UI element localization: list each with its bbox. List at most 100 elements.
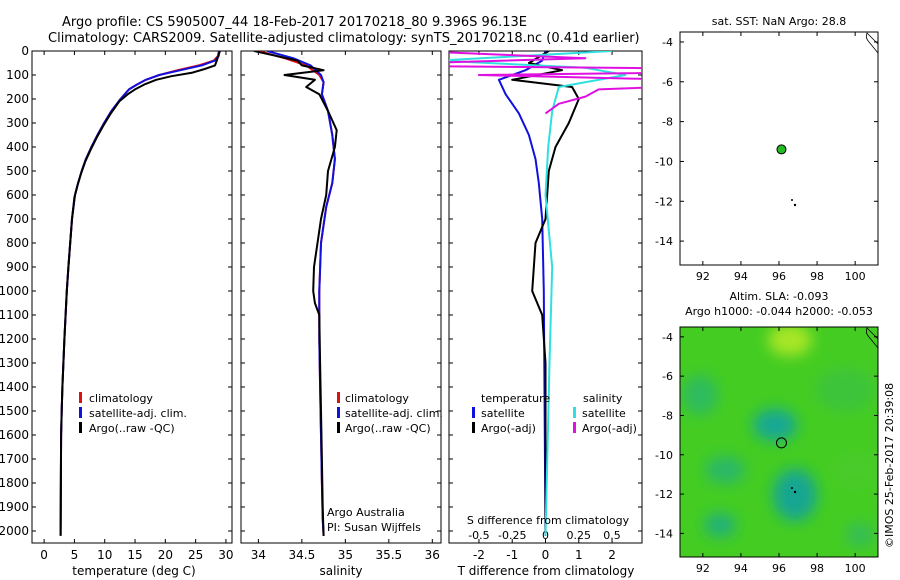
series-satellite-adj-clim- [59,51,221,536]
map-x-tick-label: 92 [696,270,710,283]
series-climatology [59,51,220,536]
legend-swatch-t-satellite [472,407,475,418]
salinity-lines [253,51,338,536]
legend-label-climatology: climatology [345,392,409,405]
legend-swatch-climatology [337,392,340,403]
sla-blob [833,454,877,486]
x-tick-label: 34 [251,548,266,562]
sla-map-island [793,490,797,494]
sst-map-title: sat. SST: NaN Argo: 28.8 [712,15,846,28]
sla-map-axes: 92 94 96 98 100 -4 -6 -8 -10 -12 -14 [655,327,878,575]
x-tick-label: 1 [575,548,583,562]
s-difference-xlabel: S difference from climatology [467,514,630,527]
depth-tick-label: 300 [6,116,29,130]
legend-swatch-argo [79,422,82,433]
map-y-tick-label: -12 [655,195,673,208]
sla-blob-high [768,327,812,356]
x-tick-label: 5 [71,548,79,562]
legend-label-climatology: climatology [89,392,153,405]
salinity-legend: climatology satellite-adj. clim. Argo(..… [337,392,443,435]
temperature-xlabel: temperature (deg C) [72,564,195,578]
x-tick-label: 0 [40,548,48,562]
x-tick-label: 30 [218,548,233,562]
depth-tick-label: 1500 [0,404,29,418]
depth-tick-label: 1800 [0,476,29,490]
t-difference-xlabel: T difference from climatology [457,564,635,578]
map-x-tick-label: 96 [772,270,786,283]
s-diff-tick-label: 0.5 [603,529,621,542]
difference-panel: -2 -1 0 1 2 -0.5 -0.25 0 0.25 0.5 T difference f… [448,50,643,578]
depth-tick-label: 1600 [0,428,29,442]
difference-depth-ticks [449,50,642,532]
legend-label-t-satellite: satellite [481,407,525,420]
map-y-tick-label: -4 [662,36,673,49]
sla-blob [682,375,718,415]
sla-blob [815,368,875,412]
legend-header-salinity: salinity [583,392,623,405]
depth-tick-label: 900 [6,260,29,274]
map-y-tick-label: -10 [655,449,673,462]
sla-blob-low [773,469,817,521]
map-x-tick-label: 94 [734,270,748,283]
x-tick-label: 34.5 [289,548,316,562]
depth-tick-label: 1400 [0,380,29,394]
series-s-argo-adj- [449,51,642,115]
map-x-tick-label: 92 [696,562,710,575]
depth-tick-label: 100 [6,68,29,82]
map-x-tick-label: 100 [845,270,866,283]
series-satellite-adj-clim- [266,51,336,536]
depth-tick-label: 1000 [0,284,29,298]
temperature-lines [59,51,221,536]
legend-swatch-t-argo [472,422,475,433]
map-y-tick-label: -6 [662,76,673,89]
sst-map-axes: 92 94 96 98 100 -4 -6 -8 -10 -12 -14 [655,32,878,283]
series-t-satellite [497,51,547,536]
depth-tick-label: 1100 [0,308,29,322]
legend-label-s-satellite: satellite [582,407,626,420]
x-tick-label: 15 [127,548,142,562]
sla-map-coastline [865,327,879,350]
depth-tick-label: 1900 [0,500,29,514]
argo-position-marker [776,144,787,155]
sla-map-island [791,487,793,489]
legend-swatch-climatology [79,392,82,403]
x-tick-label: 2 [608,548,616,562]
sla-blob-low [753,409,797,441]
sst-map-island [793,203,797,207]
depth-tick-label: 2000 [0,524,29,538]
s-difference-x-axis: -0.5 -0.25 0 0.25 0.5 [468,529,621,542]
map-y-tick-label: -6 [662,370,673,383]
legend-header-temperature: temperature [481,392,550,405]
sst-map-coastline [865,32,879,55]
argo-australia-label: Argo Australia [327,506,405,519]
salinity-panel: 34 34.5 35 35.5 36 salinity climatology sate… [240,50,443,578]
salinity-depth-ticks [241,50,441,532]
sla-blobs [682,327,877,547]
sla-map-title: Altim. SLA: -0.093 [729,290,828,303]
legend-swatch-satellite [79,407,82,418]
s-diff-tick-label: -0.25 [498,529,526,542]
legend-label-satellite: satellite-adj. clim. [89,407,187,420]
salinity-xlabel: salinity [319,564,362,578]
legend-label-t-argo: Argo(-adj) [481,422,536,435]
depth-tick-label: 500 [6,164,29,178]
legend-swatch-satellite [337,407,340,418]
map-y-tick-label: -10 [655,155,673,168]
x-tick-label: 0 [542,548,550,562]
map-y-tick-label: -14 [655,527,673,540]
map-y-tick-label: -4 [662,331,673,344]
x-tick-label: 25 [188,548,203,562]
legend-label-satellite: satellite-adj. clim. [345,407,443,420]
legend-label-s-argo: Argo(-adj) [582,422,637,435]
map-x-tick-label: 100 [845,562,866,575]
header-line2: Climatology: CARS2009. Satellite-adjuste… [48,31,640,46]
x-tick-label: -2 [473,548,485,562]
depth-tick-label: 1200 [0,332,29,346]
map-y-tick-label: -8 [662,409,673,422]
legend-label-argo: Argo(..raw -QC) [89,422,175,435]
x-tick-label: 35 [338,548,353,562]
sla-map-argo-markers [775,437,787,449]
depth-tick-label: 1300 [0,356,29,370]
map-x-tick-label: 98 [810,270,824,283]
depth-tick-label: 0 [21,44,29,58]
